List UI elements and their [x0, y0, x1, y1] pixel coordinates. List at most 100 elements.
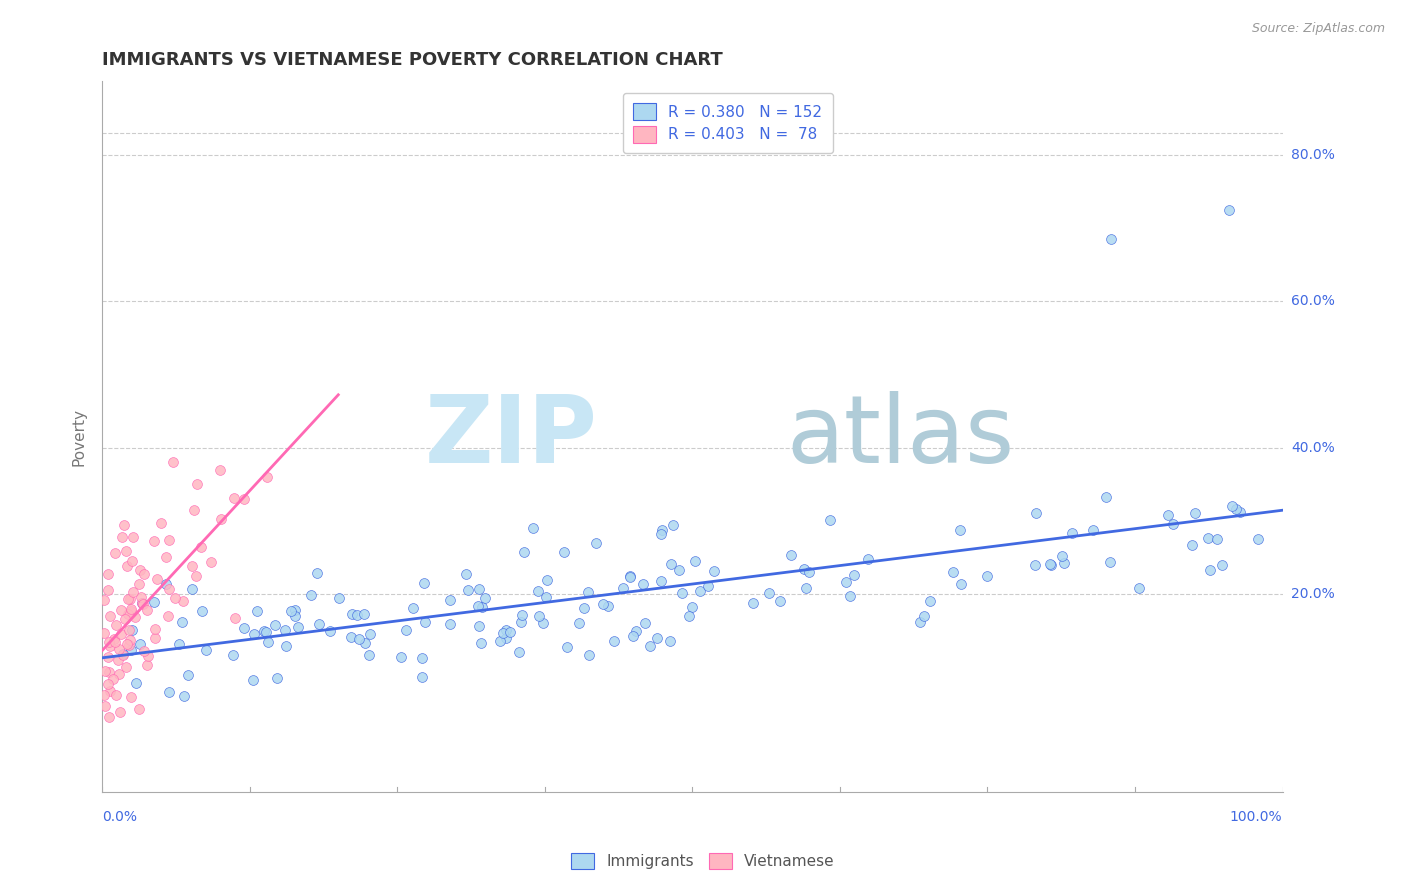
Text: Source: ZipAtlas.com: Source: ZipAtlas.com	[1251, 22, 1385, 36]
Point	[510, 608, 533, 623]
Point	[100, 684, 122, 698]
Point	[1025, 506, 1047, 520]
Point	[1099, 555, 1122, 569]
Point	[108, 666, 131, 681]
Point	[93, 593, 115, 607]
Point	[156, 609, 179, 624]
Point	[1157, 508, 1180, 523]
Point	[122, 530, 145, 544]
Point	[650, 574, 672, 589]
Point	[120, 643, 142, 657]
Point	[280, 604, 302, 618]
Point	[633, 615, 655, 630]
Point	[299, 588, 322, 602]
Point	[104, 688, 127, 702]
Point	[131, 597, 153, 611]
Point	[94, 699, 117, 714]
Point	[173, 689, 195, 703]
Text: 40.0%: 40.0%	[1291, 441, 1334, 455]
Point	[97, 650, 120, 665]
Point	[1229, 505, 1251, 519]
Point	[689, 583, 711, 598]
Point	[162, 455, 184, 469]
Point	[797, 565, 820, 579]
Point	[222, 491, 245, 505]
Point	[568, 615, 591, 630]
Point	[117, 592, 139, 607]
Point	[659, 558, 682, 572]
Point	[209, 512, 232, 526]
Point	[942, 566, 965, 580]
Text: atlas: atlas	[787, 391, 1015, 483]
Point	[793, 562, 815, 576]
Point	[110, 627, 132, 641]
Point	[1128, 581, 1150, 595]
Point	[619, 568, 641, 582]
Point	[155, 577, 177, 591]
Point	[191, 604, 214, 618]
Point	[411, 651, 433, 665]
Point	[703, 564, 725, 578]
Point	[529, 608, 551, 623]
Point	[284, 609, 307, 624]
Point	[470, 636, 492, 650]
Point	[94, 665, 117, 679]
Point	[118, 591, 141, 606]
Point	[108, 705, 131, 719]
Point	[120, 604, 142, 618]
Point	[157, 533, 180, 548]
Point	[1039, 558, 1062, 572]
Point	[118, 638, 141, 652]
Point	[112, 648, 135, 662]
Point	[585, 536, 607, 550]
Point	[508, 645, 530, 659]
Point	[820, 513, 842, 527]
Point	[124, 609, 146, 624]
Point	[522, 521, 544, 535]
Point	[439, 617, 461, 632]
Point	[257, 635, 280, 649]
Point	[183, 503, 205, 517]
Point	[1024, 558, 1046, 572]
Point	[495, 623, 517, 637]
Point	[340, 630, 363, 644]
Point	[101, 672, 124, 686]
Point	[1053, 556, 1076, 570]
Point	[284, 603, 307, 617]
Point	[489, 634, 512, 648]
Point	[209, 462, 232, 476]
Point	[308, 617, 330, 632]
Point	[499, 624, 522, 639]
Point	[678, 608, 700, 623]
Point	[839, 589, 862, 603]
Point	[513, 545, 536, 559]
Point	[1225, 501, 1247, 516]
Point	[233, 621, 256, 635]
Point	[1099, 232, 1122, 246]
Legend: R = 0.380   N = 152, R = 0.403   N =  78: R = 0.380 N = 152, R = 0.403 N = 78	[623, 93, 834, 153]
Point	[98, 665, 121, 679]
Point	[107, 641, 129, 656]
Point	[232, 491, 254, 506]
Point	[742, 596, 765, 610]
Point	[1161, 516, 1184, 531]
Point	[157, 685, 180, 699]
Point	[346, 608, 368, 623]
Point	[779, 548, 801, 562]
Point	[592, 597, 614, 611]
Point	[287, 620, 309, 634]
Point	[243, 627, 266, 641]
Text: 60.0%: 60.0%	[1291, 294, 1334, 308]
Text: 0.0%: 0.0%	[103, 810, 138, 824]
Point	[131, 596, 153, 610]
Point	[117, 623, 139, 637]
Point	[347, 632, 370, 647]
Point	[131, 597, 153, 611]
Point	[603, 633, 626, 648]
Point	[111, 648, 134, 662]
Point	[266, 671, 288, 685]
Point	[117, 558, 139, 573]
Point	[1184, 506, 1206, 520]
Point	[176, 668, 198, 682]
Point	[758, 586, 780, 600]
